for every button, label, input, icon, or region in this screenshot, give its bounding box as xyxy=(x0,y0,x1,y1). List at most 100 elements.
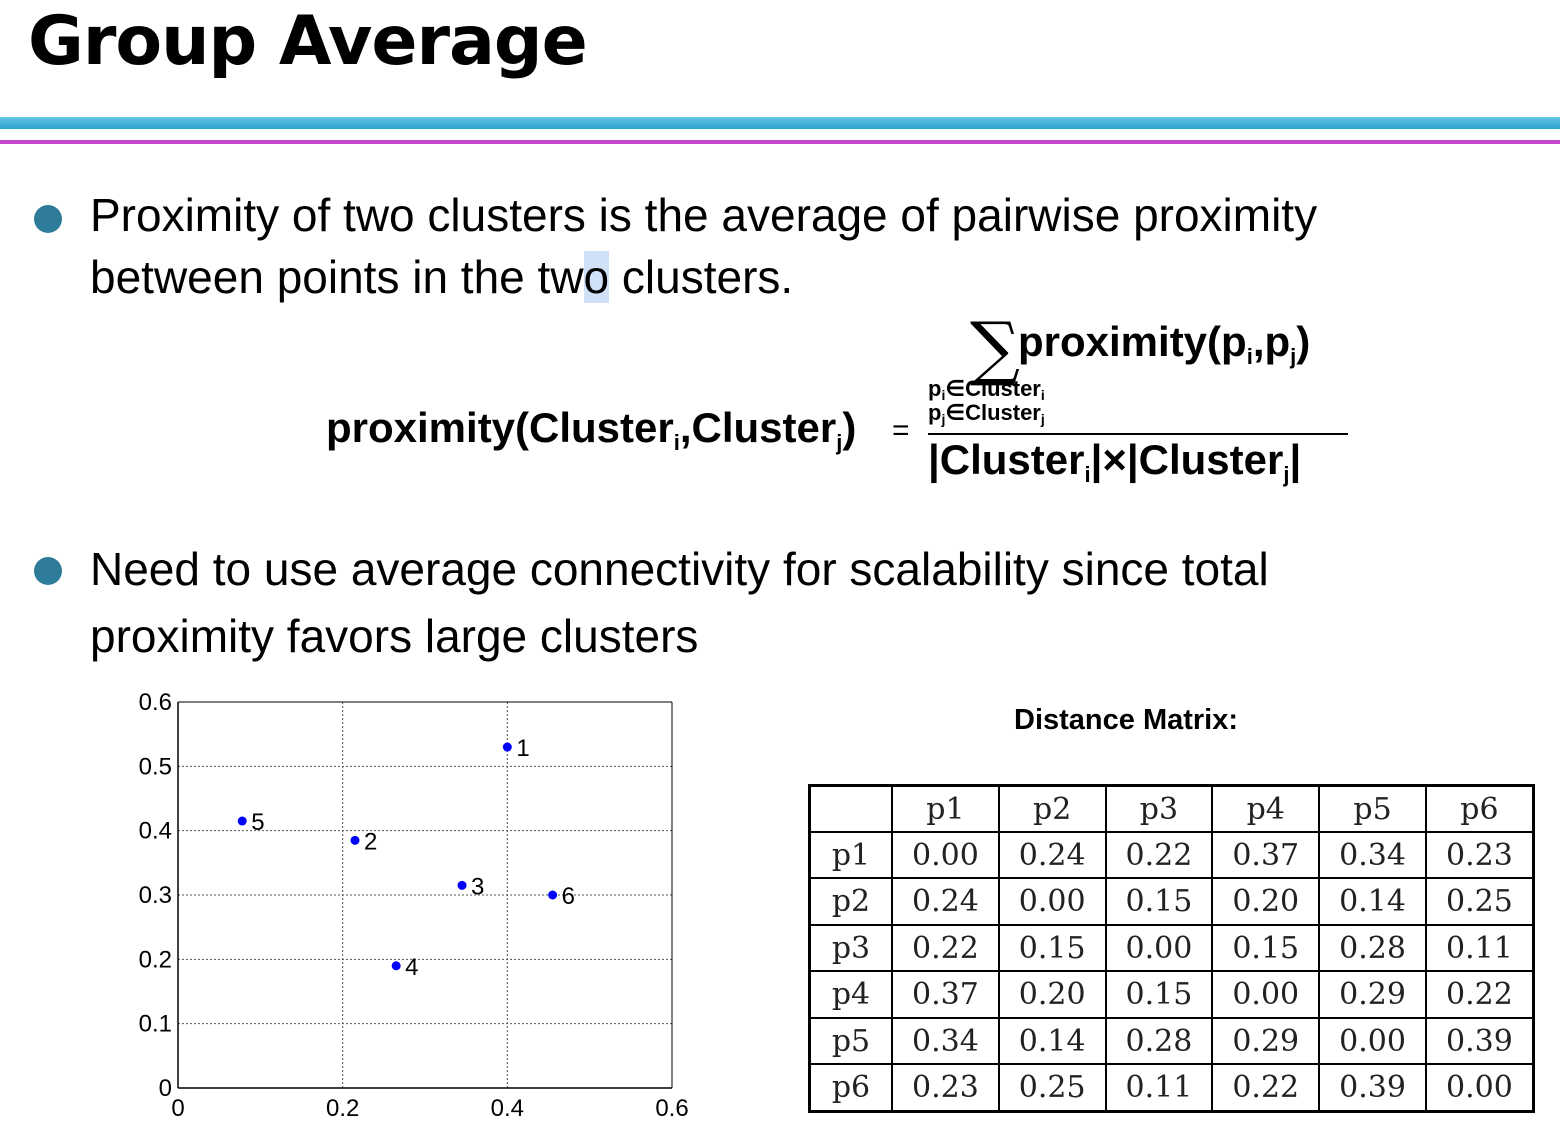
distance-cell: 0.00 xyxy=(1104,923,1214,973)
x-tick-label: 0.2 xyxy=(326,1095,359,1122)
distance-cell: 0.23 xyxy=(891,1063,1000,1113)
bullet-2-line-2: proximity favors large clusters xyxy=(90,610,699,662)
column-header-p2: p2 xyxy=(997,784,1107,833)
distance-cell: 0.39 xyxy=(1318,1063,1427,1113)
sum-condition-1: pi∈Clusteri xyxy=(928,376,1045,403)
distance-cell: 0.22 xyxy=(1104,830,1214,880)
distance-cell: 0.25 xyxy=(1424,877,1535,926)
distance-cell: 0.34 xyxy=(1318,830,1427,880)
y-tick-label: 0 xyxy=(159,1075,172,1102)
distance-cell: 0.14 xyxy=(1318,877,1427,926)
distance-cell: 0.29 xyxy=(1211,1016,1321,1066)
table-row: p4 0.37 0.20 0.15 0.00 0.29 0.22 xyxy=(808,970,1535,1019)
point-label-1: 1 xyxy=(516,735,529,762)
distance-cell: 0.39 xyxy=(1424,1016,1535,1066)
row-header-p1: p1 xyxy=(808,830,893,880)
distance-cell: 0.00 xyxy=(997,877,1107,926)
distance-cell: 0.28 xyxy=(1318,923,1427,973)
distance-cell: 0.22 xyxy=(1211,1063,1321,1113)
distance-cell: 0.15 xyxy=(1104,970,1214,1019)
data-point-2 xyxy=(350,835,360,845)
column-header-p1: p1 xyxy=(891,784,1000,833)
distance-matrix-title: Distance Matrix: xyxy=(1014,704,1239,736)
bullet-2-line-1: Need to use average connectivity for sca… xyxy=(90,543,1269,595)
row-header-p5: p5 xyxy=(808,1016,893,1066)
point-label-6: 6 xyxy=(562,883,575,910)
distance-cell: 0.28 xyxy=(1104,1016,1214,1066)
data-point-1 xyxy=(502,742,512,752)
fraction-bar xyxy=(928,433,1348,435)
y-tick-label: 0.5 xyxy=(139,753,172,780)
y-tick-label: 0.3 xyxy=(139,882,172,909)
table-row: p2 0.24 0.00 0.15 0.20 0.14 0.25 xyxy=(808,877,1535,926)
distance-cell: 0.24 xyxy=(997,830,1107,880)
table-row: p3 0.22 0.15 0.00 0.15 0.28 0.11 xyxy=(808,923,1535,973)
y-tick-label: 0.1 xyxy=(139,1011,172,1038)
formula-denominator: |Clusteri|×|Clusterj| xyxy=(928,436,1302,487)
point-label-5: 5 xyxy=(251,809,264,836)
distance-cell: 0.20 xyxy=(997,970,1107,1019)
bullet-dot-1 xyxy=(34,205,62,233)
column-header-p6: p6 xyxy=(1424,784,1535,833)
distance-matrix-table: p1 p2 p3 p4 p5 p6 p1 0.00 0.24 0.22 0.37 0.34 0.23 p… xyxy=(808,784,1535,1113)
table-row: p5 0.34 0.14 0.28 0.29 0.00 0.39 xyxy=(808,1016,1535,1066)
scatter-plot: 0 0.2 0.4 0.6 0 0.1 0.2 0.3 0.4 0.5 0.6 1 2 3 4 5 6 xyxy=(139,689,689,1122)
group-average-formula: proximity(Clusteri,Clusterj) = ∑ proximi… xyxy=(0,0,1560,520)
bullet-1-line-2a: between points in the tw xyxy=(90,251,584,303)
x-tick-label: 0.6 xyxy=(655,1095,688,1122)
slide-title: Group Average xyxy=(28,2,588,81)
distance-cell: 0.22 xyxy=(1424,970,1535,1019)
distance-cell: 0.22 xyxy=(891,923,1000,973)
sigma-symbol: ∑ xyxy=(970,307,1020,389)
distance-cell: 0.14 xyxy=(997,1016,1107,1066)
distance-cell: 0.15 xyxy=(1104,877,1214,926)
y-tick-label: 0.2 xyxy=(139,946,172,973)
distance-cell: 0.00 xyxy=(1424,1063,1535,1113)
row-header-p2: p2 xyxy=(808,877,893,926)
table-header-row: p1 p2 p3 p4 p5 p6 xyxy=(808,784,1535,833)
header-rule-magenta xyxy=(0,140,1560,144)
bullet-1-line-2b: clusters. xyxy=(609,251,794,303)
column-header-p3: p3 xyxy=(1104,784,1214,833)
point-label-2: 2 xyxy=(364,828,377,855)
distance-cell: 0.11 xyxy=(1104,1063,1214,1113)
data-point-6 xyxy=(548,890,558,900)
y-tick-label: 0.6 xyxy=(139,689,172,716)
distance-cell: 0.23 xyxy=(1424,830,1535,880)
distance-cell: 0.29 xyxy=(1318,970,1427,1019)
data-point-5 xyxy=(237,816,247,826)
table-row: p6 0.23 0.25 0.11 0.22 0.39 0.00 xyxy=(808,1063,1535,1113)
bullet-dot-2 xyxy=(34,557,62,585)
row-header-p4: p4 xyxy=(808,970,893,1019)
point-label-4: 4 xyxy=(405,954,418,981)
table-row: p1 0.00 0.24 0.22 0.37 0.34 0.23 xyxy=(808,830,1535,880)
formula-lhs: proximity(Clusteri,Clusterj) xyxy=(326,404,857,455)
distance-cell: 0.34 xyxy=(891,1016,1000,1066)
x-tick-label: 0 xyxy=(171,1095,184,1122)
header-rule-cyan xyxy=(0,117,1560,129)
column-header-p4: p4 xyxy=(1211,784,1321,833)
column-header-p5: p5 xyxy=(1318,784,1427,833)
distance-cell: 0.11 xyxy=(1424,923,1535,973)
distance-cell: 0.20 xyxy=(1211,877,1321,926)
point-label-3: 3 xyxy=(471,873,484,900)
data-point-3 xyxy=(457,880,467,890)
sum-condition-2: pj∈Clusterj xyxy=(928,400,1045,427)
distance-cell: 0.00 xyxy=(891,830,1000,880)
distance-cell: 0.25 xyxy=(997,1063,1107,1113)
bullet-text-1: Proximity of two clusters is the average… xyxy=(90,184,1317,308)
formula-numerator: proximity(pi,pj) xyxy=(1018,318,1311,369)
y-tick-label: 0.4 xyxy=(139,818,172,845)
data-point-4 xyxy=(391,961,401,971)
corner-cell xyxy=(808,784,893,833)
formula-equals: = xyxy=(892,414,910,447)
text-selection-highlight: o xyxy=(583,251,610,303)
row-header-p6: p6 xyxy=(808,1063,893,1113)
row-header-p3: p3 xyxy=(808,923,893,973)
distance-cell: 0.00 xyxy=(1318,1016,1427,1066)
distance-cell: 0.15 xyxy=(997,923,1107,973)
distance-cell: 0.15 xyxy=(1211,923,1321,973)
distance-cell: 0.37 xyxy=(891,970,1000,1019)
x-tick-label: 0.4 xyxy=(491,1095,524,1122)
distance-cell: 0.37 xyxy=(1211,830,1321,880)
